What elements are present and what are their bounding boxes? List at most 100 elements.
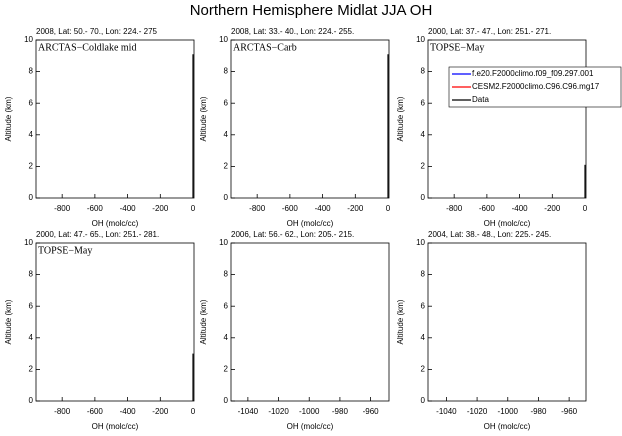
- y-axis-label: Altitude (km): [396, 96, 405, 141]
- y-tick-label: 10: [24, 35, 33, 44]
- y-tick-label: 10: [24, 238, 33, 247]
- panel-subtitle: 2004, Lat: 38.- 48., Lon: 225.- 245.: [428, 230, 551, 239]
- x-tick-label: -600: [87, 204, 104, 213]
- y-tick-label: 0: [29, 396, 34, 405]
- y-tick-label: 0: [224, 193, 229, 202]
- y-tick-label: 10: [219, 35, 228, 44]
- x-axis-label: OH (molc/cc): [92, 219, 139, 228]
- x-tick-label: -200: [347, 204, 364, 213]
- y-tick-label: 8: [29, 270, 34, 279]
- x-axis-label: OH (molc/cc): [484, 219, 531, 228]
- y-tick-label: 2: [421, 365, 426, 374]
- y-tick-label: 8: [29, 67, 34, 76]
- panel-subtitle: 2008, Lat: 33.- 40., Lon: 224.- 255.: [231, 27, 354, 36]
- panel-subtitle: 2000, Lat: 37.- 47., Lon: 251.- 271.: [428, 27, 551, 36]
- y-tick-label: 8: [224, 67, 229, 76]
- y-tick-label: 8: [224, 270, 229, 279]
- panel-label: TOPSE−May: [430, 42, 484, 53]
- x-tick-label: -800: [446, 204, 463, 213]
- x-tick-label: -1040: [238, 407, 259, 416]
- x-tick-label: -1000: [299, 407, 320, 416]
- y-tick-label: 4: [224, 130, 229, 139]
- x-tick-label: -1020: [467, 407, 488, 416]
- plot-frame: [427, 242, 587, 402]
- legend-label: Data: [472, 95, 489, 104]
- figure-title: Northern Hemisphere Midlat JJA OH: [190, 2, 433, 19]
- x-tick-label: -200: [544, 204, 561, 213]
- x-tick-label: -980: [332, 407, 349, 416]
- x-tick-label: -960: [363, 407, 380, 416]
- panel-subtitle: 2006, Lat: 56.- 62., Lon: 205.- 215.: [231, 230, 354, 239]
- y-tick-label: 6: [29, 98, 34, 107]
- x-tick-label: -980: [530, 407, 547, 416]
- x-axis-label: OH (molc/cc): [484, 422, 531, 431]
- y-tick-label: 10: [416, 238, 425, 247]
- y-tick-label: 2: [224, 162, 229, 171]
- x-tick-label: -800: [54, 407, 71, 416]
- plot-frame: [427, 39, 587, 199]
- y-tick-label: 6: [421, 98, 426, 107]
- legend-label: CESM2.F2000climo.C96.C96.mg17: [472, 82, 600, 91]
- x-tick-label: -200: [152, 204, 169, 213]
- y-tick-label: 2: [224, 365, 229, 374]
- y-tick-label: 4: [29, 130, 34, 139]
- y-tick-label: 8: [421, 270, 426, 279]
- legend-box: [448, 66, 622, 108]
- legend-label: f.e20.F2000climo.f09_f09.297.001: [472, 69, 594, 78]
- y-tick-label: 4: [421, 333, 426, 342]
- panel-label: ARCTAS−Coldlake mid: [38, 42, 136, 53]
- panel-label: TOPSE−May: [38, 245, 92, 256]
- x-tick-label: -1020: [268, 407, 289, 416]
- x-tick-label: -200: [152, 407, 169, 416]
- y-axis-label: Altitude (km): [4, 299, 13, 344]
- y-tick-label: 2: [29, 162, 34, 171]
- x-tick-label: 0: [583, 204, 588, 213]
- y-tick-label: 0: [224, 396, 229, 405]
- panel-subtitle: 2008, Lat: 50.- 70., Lon: 224.- 275: [36, 27, 158, 36]
- x-tick-label: -800: [249, 204, 266, 213]
- y-tick-label: 10: [219, 238, 228, 247]
- x-tick-label: -1040: [436, 407, 457, 416]
- x-tick-label: -800: [54, 204, 71, 213]
- y-axis-label: Altitude (km): [396, 299, 405, 344]
- y-tick-label: 6: [224, 98, 229, 107]
- y-axis-label: Altitude (km): [199, 299, 208, 344]
- x-tick-label: -960: [561, 407, 578, 416]
- y-tick-label: 4: [29, 333, 34, 342]
- x-tick-label: 0: [386, 204, 391, 213]
- y-tick-label: 8: [421, 67, 426, 76]
- y-tick-label: 6: [421, 301, 426, 310]
- plot-frame: [230, 39, 390, 199]
- panel-label: ARCTAS−Carb: [233, 42, 297, 53]
- y-axis-label: Altitude (km): [4, 96, 13, 141]
- y-axis-label: Altitude (km): [199, 96, 208, 141]
- x-tick-label: -400: [512, 204, 529, 213]
- y-tick-label: 6: [29, 301, 34, 310]
- y-tick-label: 4: [224, 333, 229, 342]
- x-tick-label: -600: [282, 204, 299, 213]
- x-tick-label: -600: [479, 204, 496, 213]
- y-tick-label: 0: [421, 396, 426, 405]
- plot-frame: [35, 39, 195, 199]
- x-tick-label: -400: [315, 204, 332, 213]
- y-tick-label: 6: [224, 301, 229, 310]
- y-tick-label: 4: [421, 130, 426, 139]
- x-axis-label: OH (molc/cc): [92, 422, 139, 431]
- plot-frame: [35, 242, 195, 402]
- x-tick-label: -400: [120, 204, 137, 213]
- y-tick-label: 10: [416, 35, 425, 44]
- x-tick-label: -600: [87, 407, 104, 416]
- x-tick-label: -400: [120, 407, 137, 416]
- y-tick-label: 2: [421, 162, 426, 171]
- panel-subtitle: 2000, Lat: 47.- 65., Lon: 251.- 281.: [36, 230, 159, 239]
- plot-frame: [230, 242, 390, 402]
- x-tick-label: -1000: [498, 407, 519, 416]
- x-axis-label: OH (molc/cc): [287, 422, 334, 431]
- x-tick-label: 0: [191, 204, 196, 213]
- x-axis-label: OH (molc/cc): [287, 219, 334, 228]
- x-tick-label: 0: [191, 407, 196, 416]
- y-tick-label: 0: [29, 193, 34, 202]
- y-tick-label: 0: [421, 193, 426, 202]
- y-tick-label: 2: [29, 365, 34, 374]
